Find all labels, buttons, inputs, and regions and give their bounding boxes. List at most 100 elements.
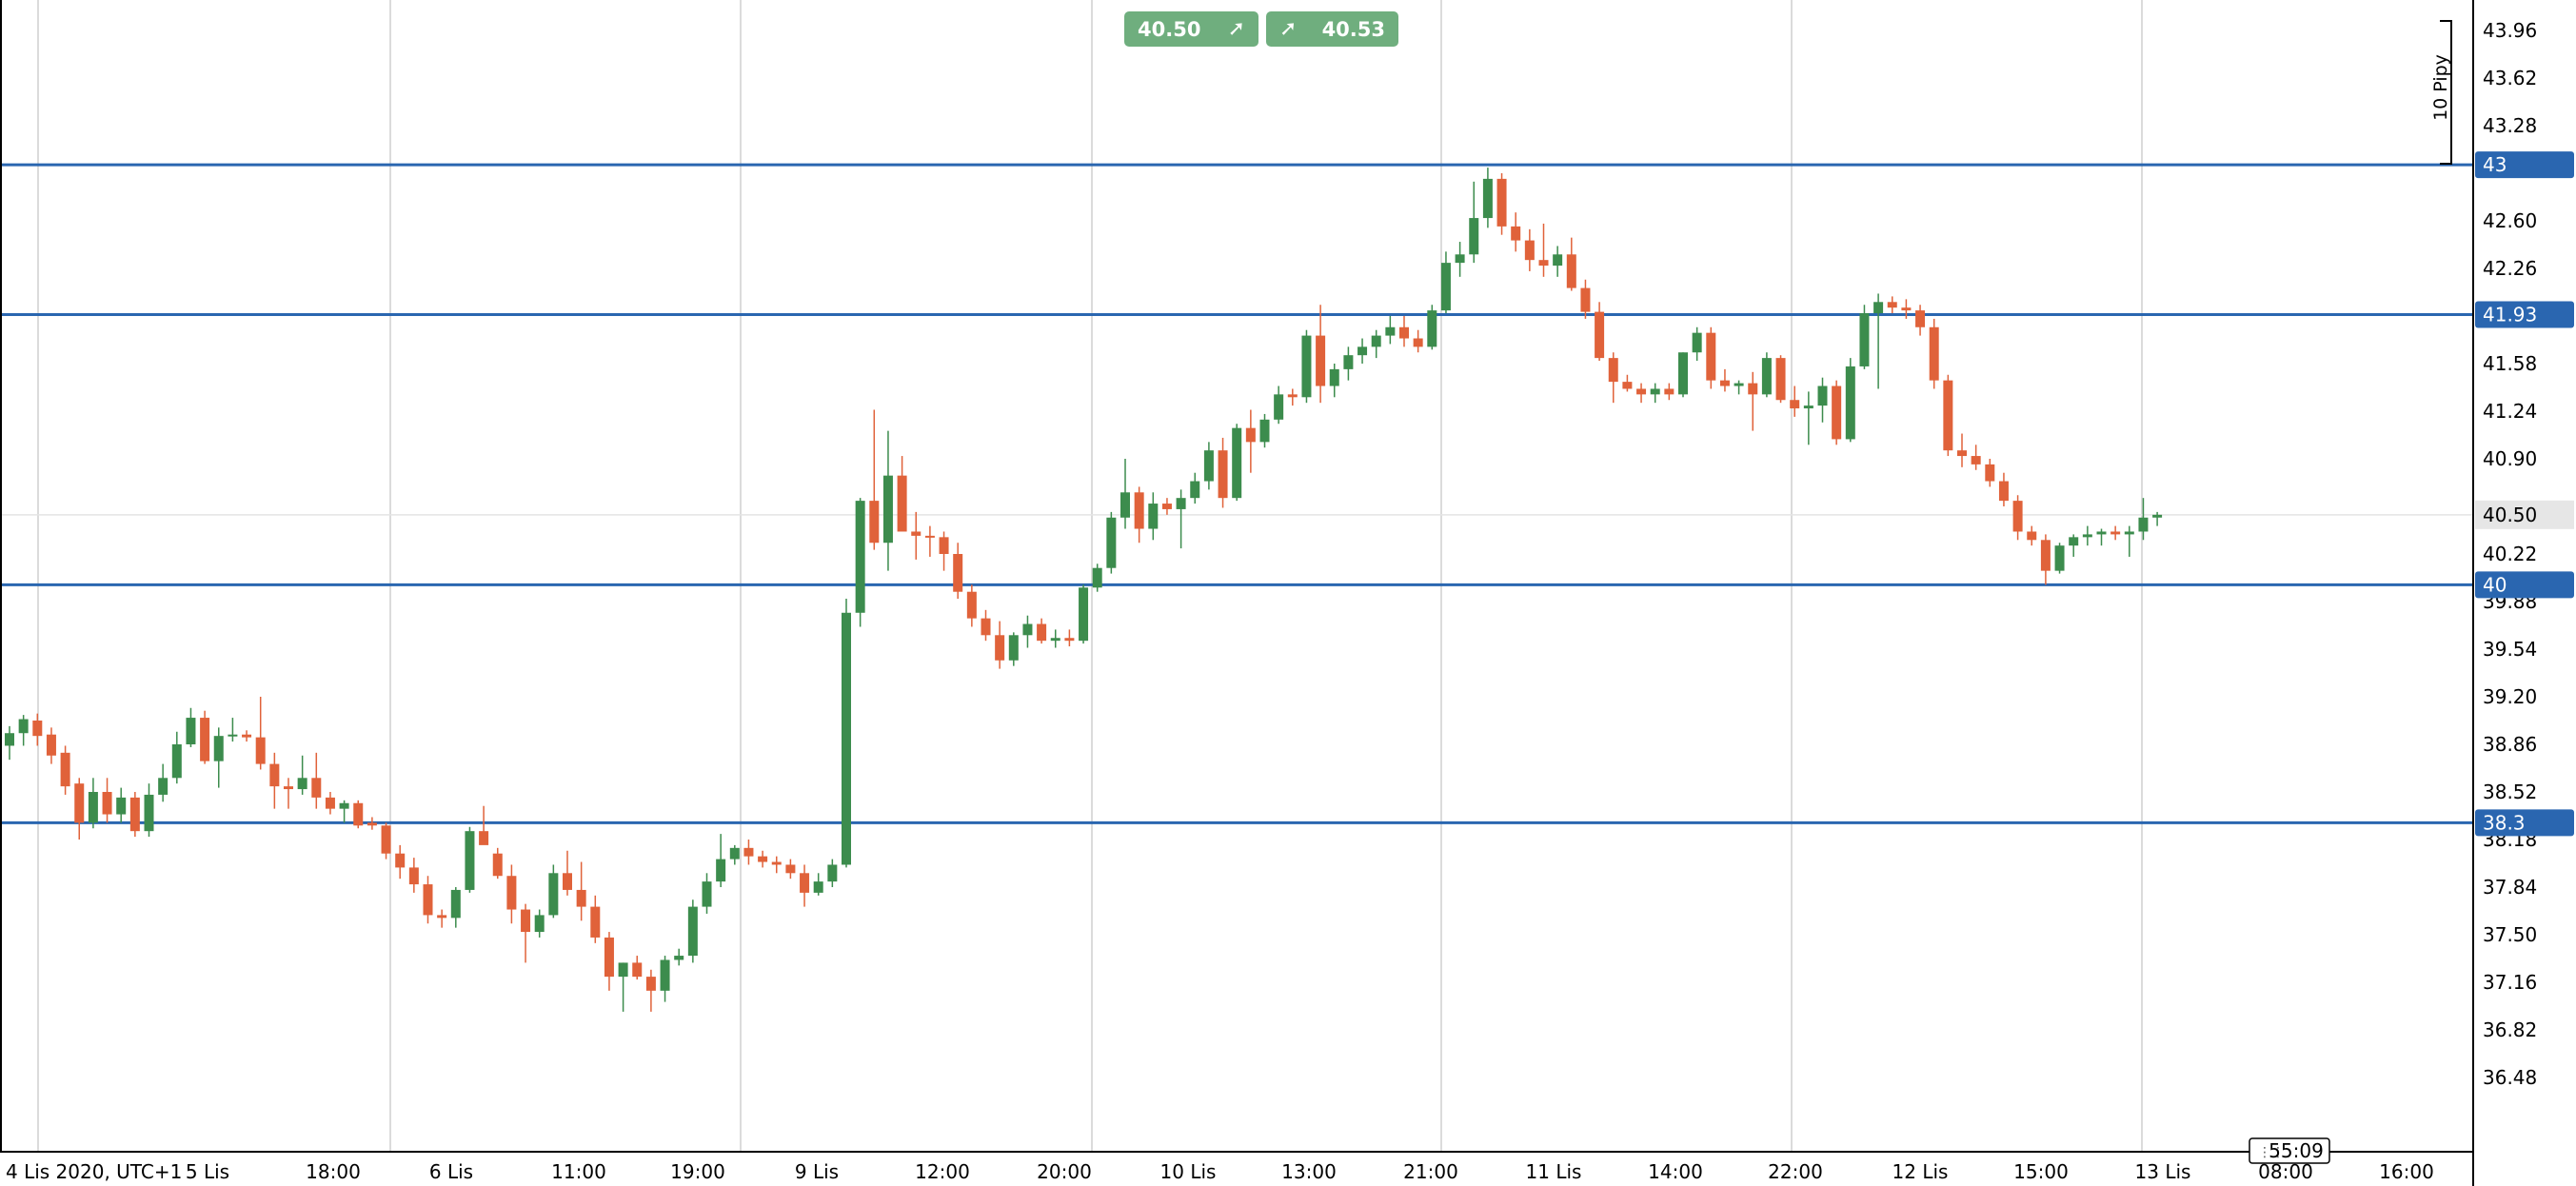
- candle-body: [1873, 302, 1884, 314]
- candle: [924, 525, 935, 557]
- candle-body: [1190, 481, 1200, 499]
- level-label[interactable]: 40: [2483, 573, 2507, 596]
- candle: [1538, 223, 1549, 277]
- sell-button[interactable]: 40.50 ➚: [1124, 11, 1258, 47]
- candle: [785, 859, 796, 880]
- candle-body: [269, 763, 280, 787]
- candle-body: [1775, 358, 1786, 401]
- candle-body: [1079, 587, 1089, 642]
- x-tick-label: 4 Lis 2020, UTC+1: [6, 1160, 182, 1183]
- candle-body: [1245, 427, 1256, 443]
- candle-body: [1845, 366, 1855, 440]
- candle: [966, 584, 977, 627]
- candle: [2027, 525, 2037, 546]
- candle-body: [604, 937, 614, 978]
- candle: [102, 778, 112, 823]
- y-tick-label: 42.60: [2483, 209, 2537, 232]
- x-tick-label: 15:00: [2013, 1160, 2069, 1183]
- y-tick-label: 37.50: [2483, 923, 2537, 946]
- candle: [729, 844, 740, 865]
- candle-body: [2096, 531, 2107, 535]
- candle-body: [1440, 263, 1451, 311]
- candle: [60, 745, 70, 795]
- candle: [1636, 383, 1647, 404]
- x-tick-label: 6 Lis: [429, 1160, 473, 1183]
- candle-body: [2124, 531, 2134, 535]
- x-tick-label: 08:00: [2258, 1160, 2313, 1183]
- candle-body: [408, 867, 419, 885]
- candle: [1817, 377, 1828, 423]
- candle-body: [311, 778, 322, 798]
- y-tick-label: 41.58: [2483, 352, 2537, 375]
- candle-body: [1803, 405, 1813, 409]
- candle: [2152, 511, 2163, 526]
- candle: [1761, 352, 1772, 398]
- candle-body: [1664, 388, 1674, 395]
- candle: [1232, 424, 1242, 502]
- candles: [5, 168, 2163, 1012]
- candle: [660, 956, 670, 1002]
- candle-body: [1427, 310, 1437, 347]
- level-label[interactable]: 43: [2483, 153, 2507, 176]
- level-label[interactable]: 41.93: [2483, 304, 2537, 326]
- current-price-label-bg: [2475, 500, 2574, 529]
- candle: [506, 864, 517, 924]
- candle: [604, 932, 614, 991]
- candle: [255, 697, 266, 770]
- candle-body: [1511, 226, 1521, 241]
- candle: [353, 800, 364, 829]
- y-tick-label: 37.16: [2483, 971, 2537, 994]
- candle: [1176, 489, 1186, 549]
- level-label[interactable]: 38.3: [2483, 811, 2526, 834]
- y-tick-label: 40.22: [2483, 543, 2537, 565]
- candle-body: [2152, 514, 2163, 518]
- candle: [758, 850, 768, 868]
- candle: [450, 887, 461, 928]
- candle-body: [395, 853, 406, 868]
- candle: [1022, 615, 1033, 648]
- x-tick-label: 5 Lis: [186, 1160, 229, 1183]
- candle: [590, 895, 601, 943]
- candle-body: [842, 612, 851, 865]
- candle: [18, 715, 29, 746]
- candle: [1790, 385, 1800, 417]
- candle-body: [506, 876, 517, 910]
- arrow-up-right-icon: ➚: [1227, 17, 1245, 41]
- candle-body: [2110, 531, 2121, 535]
- candle: [1985, 459, 1995, 487]
- y-tick-label: 36.82: [2483, 1018, 2537, 1041]
- candle: [1161, 498, 1172, 515]
- candle: [1274, 385, 1284, 425]
- candle: [158, 763, 168, 802]
- y-tick-label: 38.86: [2483, 733, 2537, 756]
- candle-body: [2040, 540, 2051, 571]
- candle-body: [576, 889, 586, 907]
- candle: [269, 752, 280, 809]
- candle-body: [2138, 517, 2149, 532]
- candle-body: [771, 861, 782, 865]
- candle: [144, 783, 154, 838]
- candle-body: [116, 797, 127, 815]
- candle-body: [1553, 254, 1563, 267]
- candle-body: [716, 859, 726, 882]
- candle: [171, 731, 182, 784]
- x-tick-label: 14:00: [1648, 1160, 1703, 1183]
- candle: [1553, 246, 1563, 277]
- candle: [1413, 329, 1423, 353]
- candle: [1692, 326, 1702, 362]
- candle-body: [242, 734, 252, 738]
- candle-body: [1761, 358, 1772, 395]
- candle: [1203, 442, 1214, 490]
- buy-button[interactable]: ➚ 40.53: [1266, 11, 1398, 47]
- y-tick-label: 36.48: [2483, 1066, 2537, 1089]
- x-tick-label: 18:00: [306, 1160, 361, 1183]
- candle-body: [1469, 218, 1479, 255]
- candle: [1357, 338, 1368, 364]
- candle: [618, 962, 628, 1012]
- level-labels[interactable]: 43 41.93 40 38.3: [2475, 151, 2574, 837]
- candle-body: [1650, 388, 1660, 395]
- candle: [1650, 383, 1660, 404]
- horizontal-levels[interactable]: [0, 163, 2473, 824]
- candle: [1832, 380, 1842, 445]
